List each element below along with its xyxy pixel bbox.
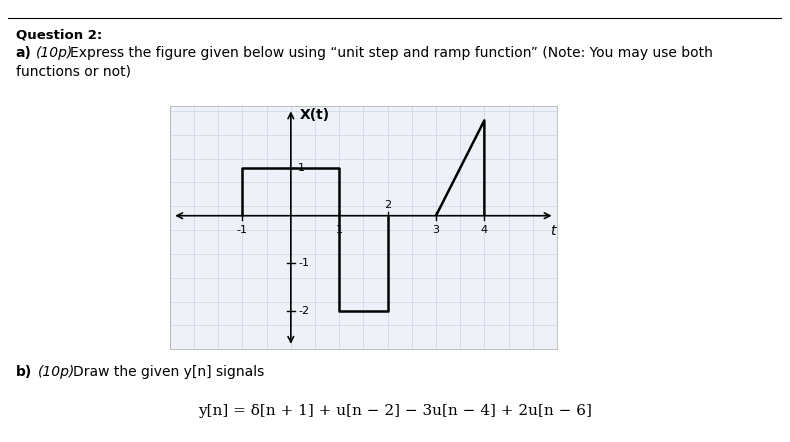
Text: X(t): X(t)	[299, 108, 329, 122]
Text: 1: 1	[336, 225, 343, 235]
Text: y[n] = δ[n + 1] + u[n − 2] − 3u[n − 4] + 2u[n − 6]: y[n] = δ[n + 1] + u[n − 2] − 3u[n − 4] +…	[198, 404, 592, 419]
Text: (10p): (10p)	[38, 365, 75, 379]
Text: a): a)	[16, 46, 32, 61]
Text: -1: -1	[237, 225, 248, 235]
Text: -1: -1	[298, 259, 309, 268]
Text: Question 2:: Question 2:	[16, 29, 102, 42]
Text: t: t	[550, 224, 555, 238]
Text: 1: 1	[298, 163, 305, 173]
Text: 4: 4	[481, 225, 488, 235]
Text: 2: 2	[384, 200, 391, 210]
Text: b): b)	[16, 365, 32, 379]
Text: -2: -2	[298, 306, 309, 316]
Text: Draw the given y[n] signals: Draw the given y[n] signals	[73, 365, 265, 379]
Text: 3: 3	[432, 225, 439, 235]
Text: Express the figure given below using “unit step and ramp function” (Note: You ma: Express the figure given below using “un…	[70, 46, 713, 61]
Text: (10p): (10p)	[36, 46, 73, 61]
Text: functions or not): functions or not)	[16, 64, 131, 78]
